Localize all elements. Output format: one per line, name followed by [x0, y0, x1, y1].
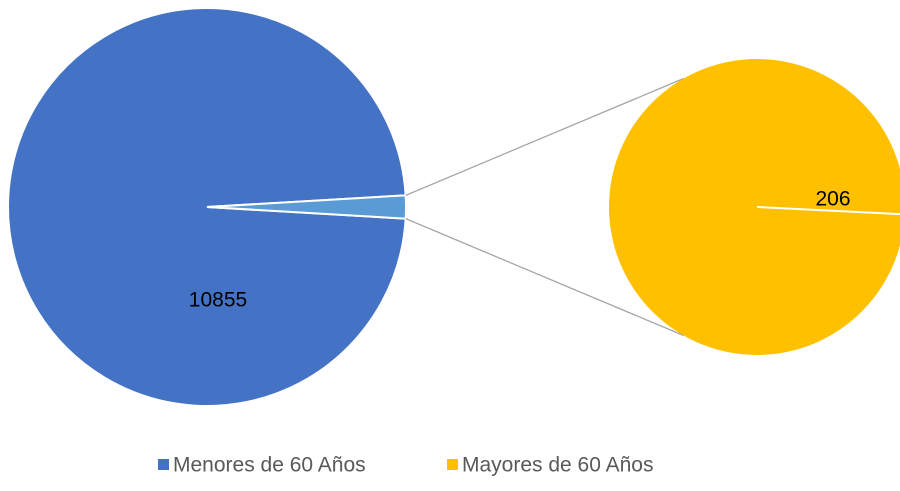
- pie-slice: [7, 7, 407, 407]
- connector-line: [405, 77, 684, 196]
- data-label: 206: [815, 188, 850, 211]
- data-label: 10855: [189, 289, 247, 312]
- legend-label: Mayores de 60 Años: [462, 454, 653, 477]
- connector-line: [405, 218, 684, 337]
- legend-label: Menores de 60 Años: [173, 454, 366, 477]
- pie-slice: [206, 194, 407, 220]
- secondary-pie: [609, 59, 900, 355]
- legend-swatch: [447, 459, 458, 470]
- legend-swatch: [158, 459, 169, 470]
- slice-border: [756, 206, 900, 216]
